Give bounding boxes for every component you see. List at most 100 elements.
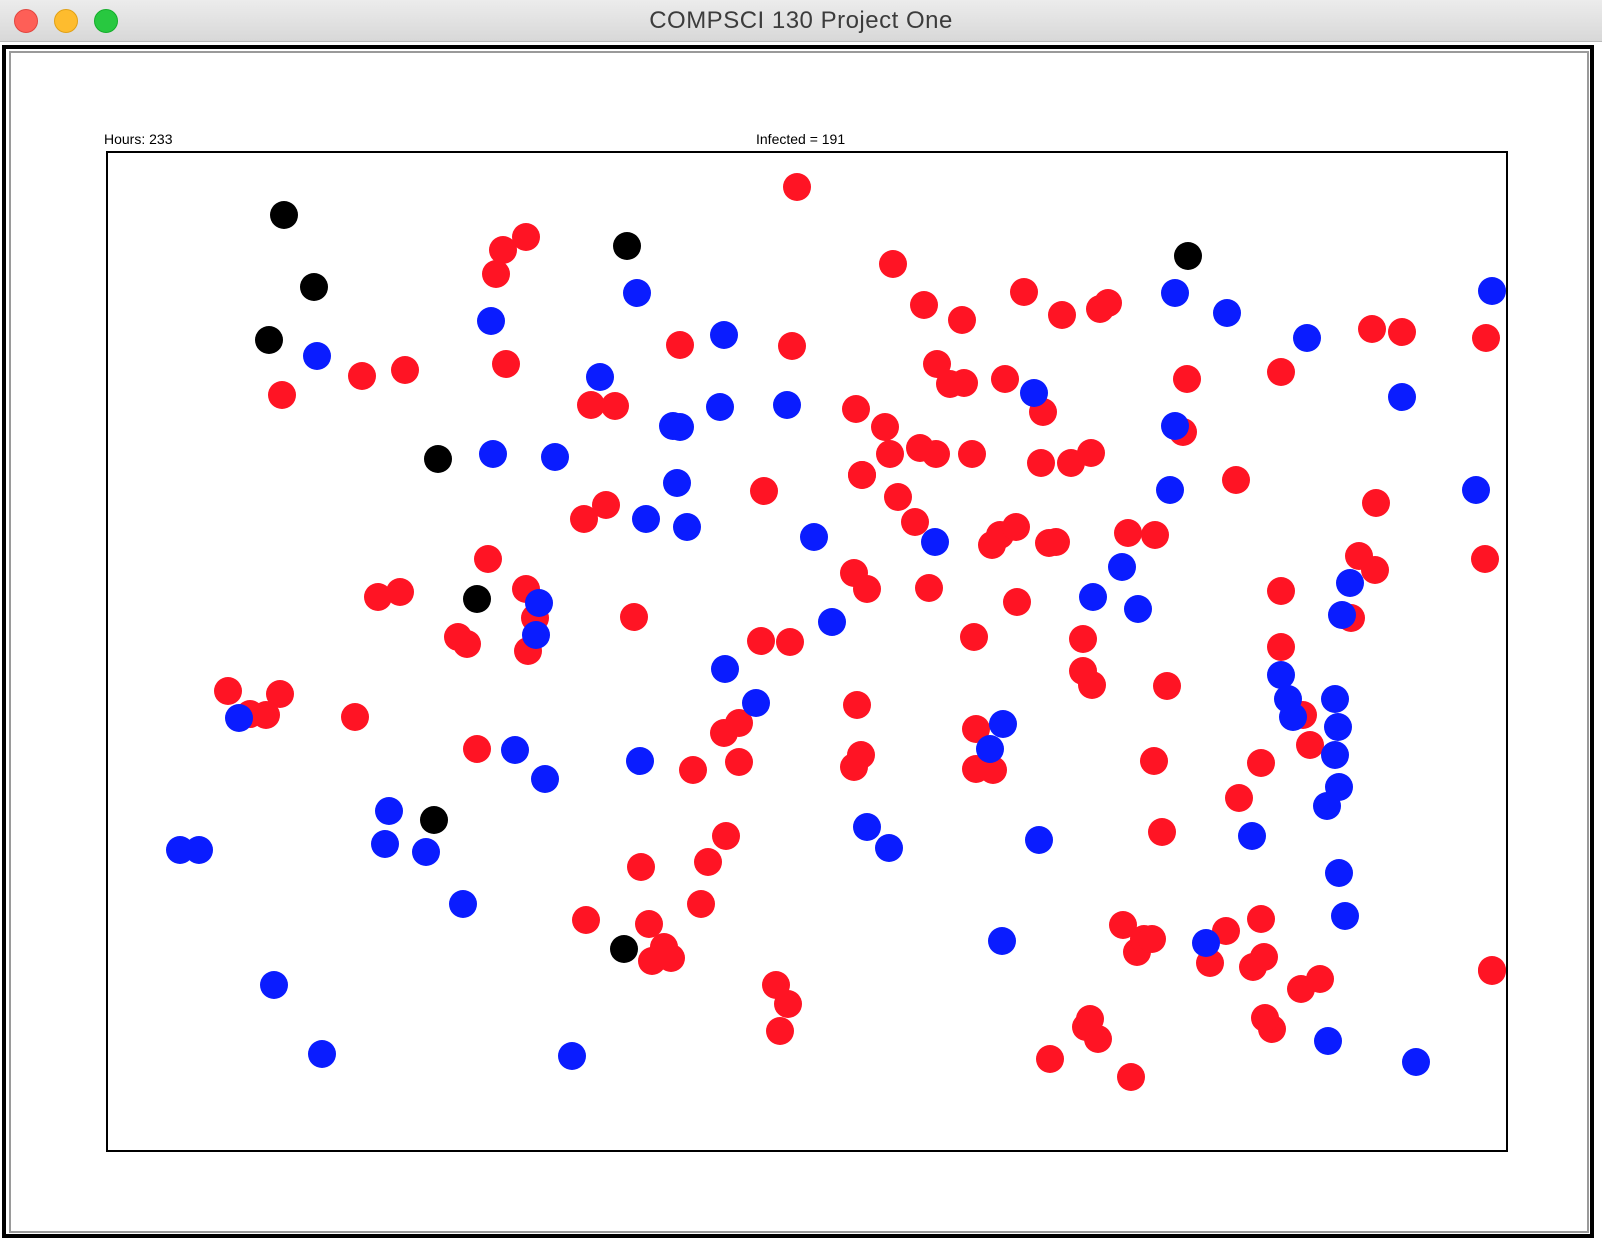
infected-person-73	[915, 574, 943, 602]
healthy-person-29	[1079, 583, 1107, 611]
infected-person-82	[710, 719, 738, 747]
infected-counter: Infected = 191	[756, 131, 846, 147]
infected-person-79	[1153, 672, 1181, 700]
healthy-person-1	[477, 307, 505, 335]
infected-person-129	[1306, 965, 1334, 993]
healthy-person-9	[479, 440, 507, 468]
healthy-person-11	[663, 469, 691, 497]
healthy-person-0	[303, 342, 331, 370]
infected-person-88	[266, 680, 294, 708]
infected-person-97	[979, 756, 1007, 784]
infected-person-106	[687, 890, 715, 918]
healthy-person-58	[1325, 859, 1353, 887]
infected-person-102	[679, 756, 707, 784]
healthy-person-61	[988, 927, 1016, 955]
infected-person-21	[778, 332, 806, 360]
healthy-person-8	[659, 412, 687, 440]
healthy-person-37	[531, 765, 559, 793]
healthy-person-67	[1402, 1048, 1430, 1076]
healthy-person-53	[185, 836, 213, 864]
infected-person-100	[840, 753, 868, 781]
infected-person-46	[570, 505, 598, 533]
infected-person-74	[1003, 588, 1031, 616]
infected-person-132	[1036, 1045, 1064, 1073]
healthy-person-44	[1321, 685, 1349, 713]
infected-person-44	[577, 391, 605, 419]
healthy-person-4	[586, 363, 614, 391]
infected-person-92	[341, 703, 369, 731]
infected-person-53	[1035, 529, 1063, 557]
infected-person-125	[1239, 953, 1267, 981]
healthy-person-30	[818, 608, 846, 636]
healthy-person-20	[1020, 379, 1048, 407]
healthy-person-21	[1388, 383, 1416, 411]
infected-person-89	[214, 677, 242, 705]
infected-person-39	[876, 440, 904, 468]
healthy-person-15	[1213, 299, 1241, 327]
infected-person-59	[1267, 633, 1295, 661]
healthy-person-19	[1156, 476, 1184, 504]
infected-person-17	[348, 362, 376, 390]
infected-person-58	[1267, 577, 1295, 605]
healthy-person-23	[800, 523, 828, 551]
infected-person-87	[1148, 818, 1176, 846]
infected-person-70	[776, 628, 804, 656]
dead-person-1	[300, 273, 328, 301]
healthy-person-38	[626, 747, 654, 775]
infected-person-78	[1069, 657, 1097, 685]
infected-person-112	[572, 906, 600, 934]
zoom-window-button[interactable]	[94, 9, 118, 33]
title-bar[interactable]: COMPSCI 130 Project One	[0, 0, 1602, 42]
infected-person-114	[650, 933, 678, 961]
infected-person-104	[694, 848, 722, 876]
infected-person-101	[725, 748, 753, 776]
healthy-person-54	[853, 813, 881, 841]
healthy-person-43	[1274, 685, 1302, 713]
infected-person-11	[1388, 318, 1416, 346]
infected-person-57	[1361, 556, 1389, 584]
infected-person-3	[482, 260, 510, 288]
infected-person-34	[1027, 449, 1055, 477]
healthy-person-60	[449, 890, 477, 918]
infected-person-36	[1141, 521, 1169, 549]
simulation-area	[106, 151, 1508, 1152]
infected-person-4	[879, 250, 907, 278]
infected-person-68	[364, 583, 392, 611]
infected-person-32	[906, 434, 934, 462]
window-title: COMPSCI 130 Project One	[649, 7, 953, 34]
dead-person-6	[463, 585, 491, 613]
infected-person-91	[252, 701, 280, 729]
healthy-person-63	[260, 971, 288, 999]
infected-person-113	[635, 910, 663, 938]
healthy-person-49	[375, 797, 403, 825]
infected-person-22	[842, 395, 870, 423]
healthy-person-31	[525, 589, 553, 617]
infected-person-61	[474, 545, 502, 573]
healthy-person-39	[989, 710, 1017, 738]
dead-person-8	[610, 935, 638, 963]
healthy-person-40	[976, 735, 1004, 763]
infected-person-6	[948, 306, 976, 334]
infected-person-75	[960, 623, 988, 651]
healthy-person-33	[711, 655, 739, 683]
infected-person-66	[453, 630, 481, 658]
infected-person-45	[601, 392, 629, 420]
dead-person-4	[613, 232, 641, 260]
dead-person-7	[420, 806, 448, 834]
infected-person-93	[463, 735, 491, 763]
healthy-person-17	[1478, 277, 1506, 305]
infected-person-127	[1251, 1004, 1279, 1032]
healthy-person-51	[412, 838, 440, 866]
infected-person-1	[489, 236, 517, 264]
hours-counter: Hours: 233	[104, 131, 173, 147]
healthy-person-2	[623, 279, 651, 307]
healthy-person-14	[1161, 279, 1189, 307]
dead-person-3	[424, 445, 452, 473]
minimize-window-button[interactable]	[54, 9, 78, 33]
infected-person-26	[991, 365, 1019, 393]
infected-person-95	[962, 715, 990, 743]
infected-person-14	[1267, 358, 1295, 386]
close-window-button[interactable]	[14, 9, 38, 33]
infected-person-76	[1069, 625, 1097, 653]
